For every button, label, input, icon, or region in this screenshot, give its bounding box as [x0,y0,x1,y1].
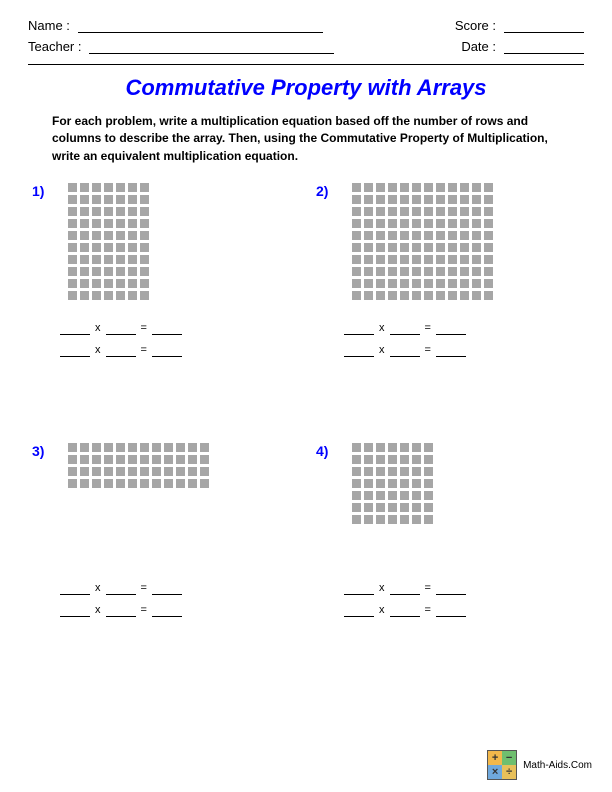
equation-line: x= [60,323,296,335]
product-blank[interactable] [436,606,466,617]
product-blank[interactable] [152,606,182,617]
times-symbol: x [379,582,385,594]
problem-number: 2) [316,183,328,199]
problem: 2)x=x= [316,183,580,393]
equation-line: x= [344,605,580,617]
problems-grid: 1)x=x=2)x=x=3)x=x=4)x=x= [28,183,584,653]
factor-blank[interactable] [106,346,136,357]
factor-blank[interactable] [344,346,374,357]
factor-blank[interactable] [60,606,90,617]
name-label: Name : [28,18,70,33]
equals-symbol: = [141,344,147,356]
array-grid [352,183,493,300]
factor-blank[interactable] [344,584,374,595]
equation-line: x= [60,583,296,595]
problem: 3)x=x= [32,443,296,653]
header-divider [28,64,584,65]
factor-blank[interactable] [390,584,420,595]
equals-symbol: = [141,322,147,334]
problem-number: 1) [32,183,44,199]
name-blank[interactable] [78,19,323,33]
teacher-label: Teacher : [28,39,81,54]
equation-lines: x=x= [60,583,296,617]
score-blank[interactable] [504,19,584,33]
factor-blank[interactable] [390,346,420,357]
problem-number: 3) [32,443,44,459]
equation-line: x= [344,583,580,595]
product-blank[interactable] [152,346,182,357]
equation-line: x= [344,323,580,335]
footer-text: Math-Aids.Com [523,760,592,771]
product-blank[interactable] [152,584,182,595]
times-symbol: x [95,582,101,594]
factor-blank[interactable] [106,606,136,617]
equation-lines: x=x= [60,323,296,357]
product-blank[interactable] [152,324,182,335]
times-symbol: x [95,344,101,356]
score-label: Score : [455,18,496,33]
factor-blank[interactable] [60,584,90,595]
product-blank[interactable] [436,584,466,595]
array-grid [352,443,433,524]
times-symbol: x [95,604,101,616]
equals-symbol: = [425,322,431,334]
factor-blank[interactable] [390,324,420,335]
factor-blank[interactable] [106,324,136,335]
page-title: Commutative Property with Arrays [28,75,584,101]
times-symbol: x [379,344,385,356]
array-grid [68,183,149,300]
factor-blank[interactable] [60,346,90,357]
factor-blank[interactable] [60,324,90,335]
factor-blank[interactable] [106,584,136,595]
equals-symbol: = [425,582,431,594]
worksheet-header: Name : Score : Teacher : Date : [28,18,584,65]
equals-symbol: = [425,604,431,616]
times-symbol: x [95,322,101,334]
teacher-blank[interactable] [89,40,334,54]
equation-lines: x=x= [344,583,580,617]
factor-blank[interactable] [344,606,374,617]
product-blank[interactable] [436,324,466,335]
equation-line: x= [60,605,296,617]
instructions-text: For each problem, write a multiplication… [52,113,560,165]
equals-symbol: = [141,604,147,616]
problem-number: 4) [316,443,328,459]
factor-blank[interactable] [390,606,420,617]
equals-symbol: = [425,344,431,356]
equation-line: x= [60,345,296,357]
date-label: Date : [461,39,496,54]
product-blank[interactable] [436,346,466,357]
times-symbol: x [379,604,385,616]
date-blank[interactable] [504,40,584,54]
problem: 1)x=x= [32,183,296,393]
times-symbol: x [379,322,385,334]
array-grid [68,443,209,488]
footer: +−×÷ Math-Aids.Com [487,750,592,780]
footer-logo-icon: +−×÷ [487,750,517,780]
factor-blank[interactable] [344,324,374,335]
equation-lines: x=x= [344,323,580,357]
equals-symbol: = [141,582,147,594]
problem: 4)x=x= [316,443,580,653]
equation-line: x= [344,345,580,357]
